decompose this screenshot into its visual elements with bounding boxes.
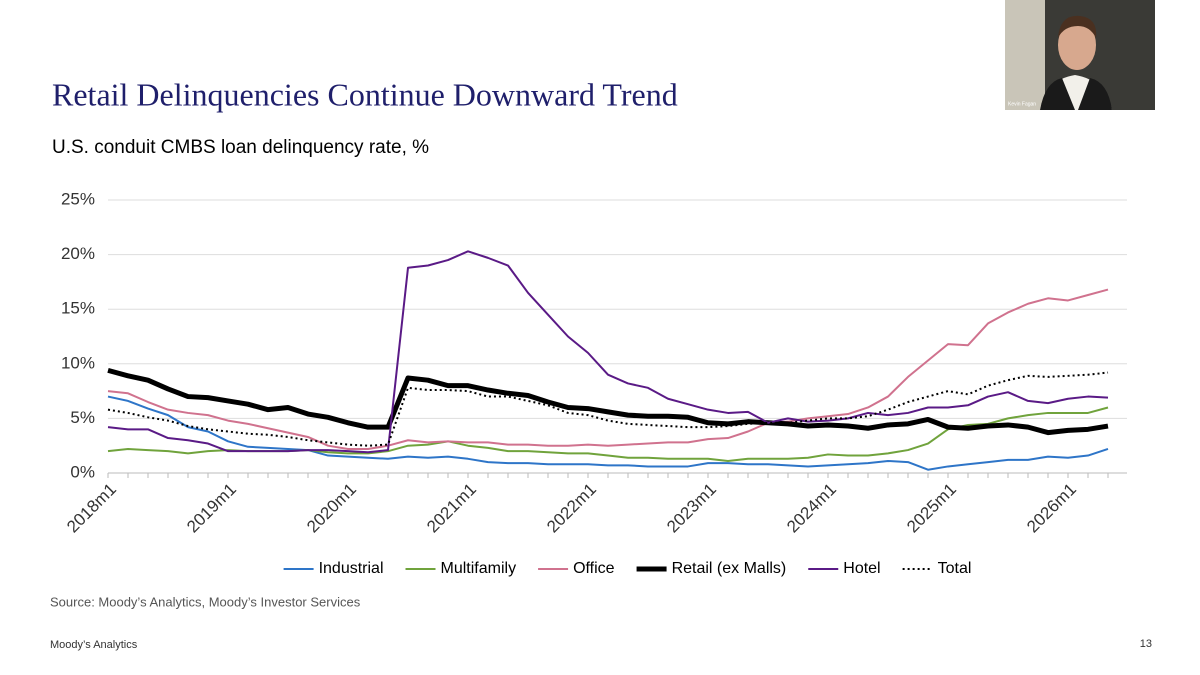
legend-label: Multifamily: [441, 560, 517, 577]
y-tick-label: 5%: [70, 408, 95, 427]
y-tick-label: 20%: [61, 244, 95, 263]
series-line: [107, 250, 1109, 454]
legend-label: Retail (ex Malls): [672, 560, 787, 577]
footer-brand: Moody’s Analytics: [50, 639, 138, 651]
webcam-name: Kevin Fagan: [1008, 101, 1036, 107]
slide-title: Retail Delinquencies Continue Downward T…: [52, 76, 678, 112]
legend-label: Industrial: [319, 560, 384, 577]
series-line: [107, 288, 1109, 450]
legend-label: Office: [573, 560, 615, 577]
legend-label: Total: [938, 560, 972, 577]
series-line: [107, 371, 1109, 447]
webcam: Kevin Fagan: [1005, 0, 1155, 110]
series-line: [107, 367, 1109, 436]
webcam-face: [1058, 20, 1096, 70]
webcam-bg: [1005, 0, 1045, 110]
legend: Industrial Multifamily Office Retail (ex Ma…: [283, 560, 972, 577]
webcam-jacket: [1040, 78, 1112, 110]
page-number: 13: [1140, 638, 1152, 650]
legend-label: Hotel: [843, 560, 880, 577]
y-tick-label: 0%: [70, 462, 95, 481]
subtitle: U.S. conduit CMBS loan delinquency rate,…: [52, 137, 429, 158]
source: Source: Moody’s Analytics, Moody’s Inves…: [50, 594, 361, 609]
series-line: [107, 395, 1109, 471]
webcam-hair: [1058, 15, 1097, 38]
y-tick-label: 15%: [61, 299, 95, 318]
y-tick-label: 10%: [61, 353, 95, 372]
y-tick-label: 25%: [61, 189, 95, 208]
